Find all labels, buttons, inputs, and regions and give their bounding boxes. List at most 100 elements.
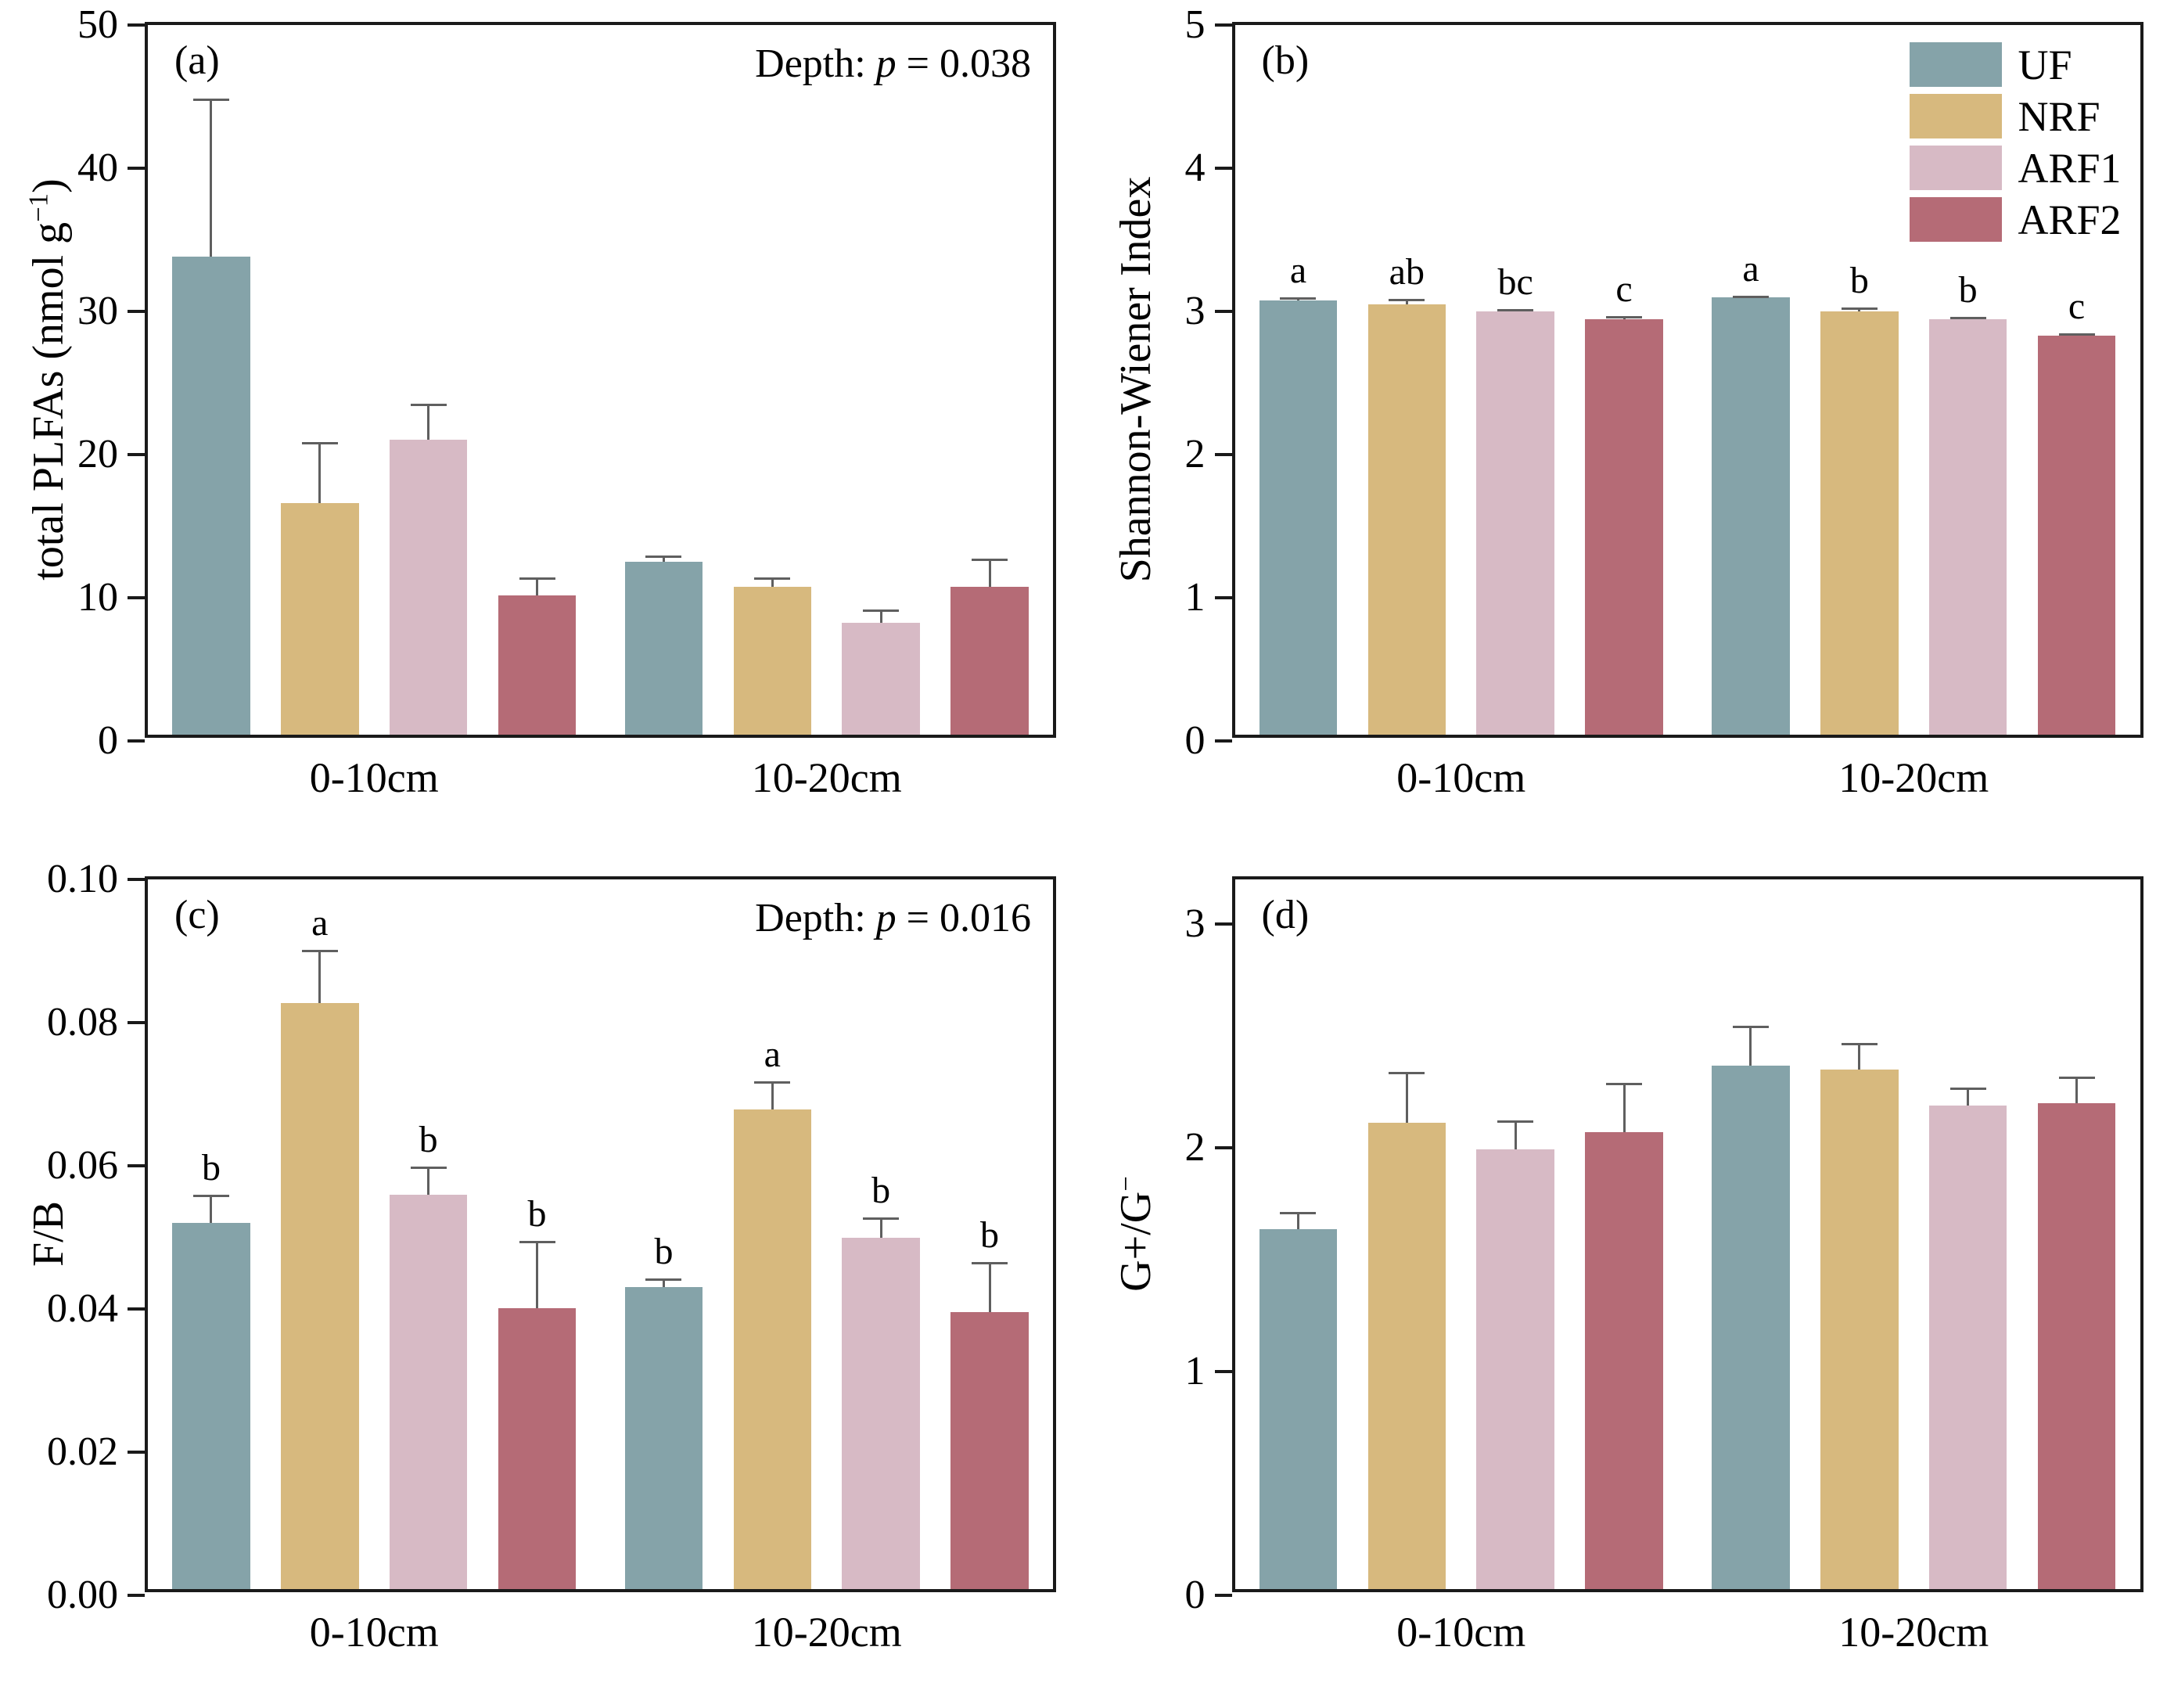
significance-letter: b xyxy=(1849,260,1869,301)
bar-ARF2-0-10cm xyxy=(1585,318,1663,735)
error-bar-ARF2-0-10cm xyxy=(536,1241,538,1309)
significance-letter: a xyxy=(1289,250,1307,292)
y-axis-label-a: total PLFAs (nmol g−1) xyxy=(23,178,73,581)
y-tick-label: 2 xyxy=(1184,1124,1206,1170)
error-bar-UF-10-20cm xyxy=(1749,1025,1752,1066)
y-tick-label: 0.06 xyxy=(47,1142,118,1188)
bar-ARF1-0-10cm xyxy=(389,439,468,735)
y-tick-label: 3 xyxy=(1184,901,1206,946)
bar-ARF2-10-20cm xyxy=(950,587,1029,735)
error-bar-cap xyxy=(1280,1211,1317,1214)
y-tick-label: 50 xyxy=(77,2,118,47)
y-tick-label: 10 xyxy=(77,575,118,620)
bar-NRF-0-10cm xyxy=(1367,304,1446,735)
significance-letter: b xyxy=(1958,268,1978,311)
error-bar-cap xyxy=(410,1166,447,1169)
y-tick-label: 0.08 xyxy=(47,999,118,1045)
legend-swatch-NRF xyxy=(1910,94,2003,138)
error-bar-cap xyxy=(1280,297,1317,300)
text-fragment: F/B xyxy=(24,1200,73,1267)
x-category-label: 0-10cm xyxy=(309,754,439,801)
error-bar-ARF2-10-20cm xyxy=(988,559,991,588)
error-bar-cap xyxy=(863,609,900,613)
legend-swatch-ARF1 xyxy=(1910,146,2003,190)
text-fragment: Depth: xyxy=(755,895,876,940)
y-tick xyxy=(1214,1145,1232,1149)
bar-UF-10-20cm xyxy=(1712,1065,1790,1589)
y-tick xyxy=(1214,310,1232,313)
panel-letter-d: (d) xyxy=(1261,892,1310,937)
error-bar-cap xyxy=(1497,1120,1534,1124)
y-tick xyxy=(128,23,145,27)
y-tick-label: 40 xyxy=(77,146,118,190)
error-bar-cap xyxy=(2058,333,2095,336)
bar-ARF1-10-20cm xyxy=(1928,318,2007,735)
legend-label-ARF1: ARF1 xyxy=(2018,144,2122,192)
bar-NRF-0-10cm xyxy=(281,503,359,735)
legend-item-NRF: NRF xyxy=(1910,94,2121,138)
bar-ARF2-10-20cm xyxy=(2037,1102,2116,1589)
y-tick-label: 0 xyxy=(1184,1572,1206,1617)
bar-ARF1-0-10cm xyxy=(389,1195,468,1589)
bar-ARF2-10-20cm xyxy=(950,1311,1029,1589)
legend-label-ARF2: ARF2 xyxy=(2018,196,2122,243)
y-tick-label: 20 xyxy=(77,432,118,476)
y-tick-label: 30 xyxy=(77,289,118,333)
bar-ARF2-0-10cm xyxy=(1585,1131,1663,1589)
significance-letter: bc xyxy=(1497,261,1533,303)
significance-letter: b xyxy=(201,1147,221,1189)
significance-letter: a xyxy=(311,902,329,944)
y-tick-label: 0.00 xyxy=(47,1572,118,1617)
y-tick-label: 0 xyxy=(98,718,118,763)
bar-ARF1-10-20cm xyxy=(842,1237,920,1589)
bar-UF-10-20cm xyxy=(1712,297,1790,735)
bar-ARF1-10-20cm xyxy=(842,622,920,735)
error-bar-cap xyxy=(1606,1083,1642,1086)
error-bar-cap xyxy=(192,1195,229,1198)
error-bar-ARF1-10-20cm xyxy=(879,1217,882,1238)
error-bar-NRF-0-10cm xyxy=(1405,1072,1408,1124)
significance-letter: c xyxy=(1615,268,1633,310)
panel-c: F/B 0.00 0.02 0.04 0.06 0.08 0.10 b a b b 0-10cm b a b… xyxy=(0,854,1087,1708)
text-fragment: total PLFAs (nmol g xyxy=(24,221,73,581)
text-fragment: G+/G xyxy=(1111,1191,1160,1292)
plot-area-a: 0 10 20 30 40 50 0-10cm 10-20cm (a) Depth: p = 0.… xyxy=(77,5,1056,799)
text-fragment: p xyxy=(875,895,897,940)
error-bar-cap xyxy=(410,404,447,407)
error-bar-ARF2-0-10cm xyxy=(1622,1083,1626,1132)
plot-area-c: 0.00 0.02 0.04 0.06 0.08 0.10 b a b b 0-10cm b a b b 10… xyxy=(47,858,1056,1653)
y-tick xyxy=(128,1020,145,1024)
error-bar-NRF-0-10cm xyxy=(1405,299,1408,305)
error-bar-cap xyxy=(972,559,1008,562)
depth-pvalue-annotation: Depth: p = 0.038 xyxy=(755,41,1031,87)
error-bar-cap xyxy=(1732,1025,1769,1028)
error-bar-NRF-0-10cm xyxy=(318,442,322,504)
text-fragment: = 0.016 xyxy=(896,895,1031,940)
y-tick xyxy=(128,1307,145,1311)
bar-ARF2-0-10cm xyxy=(498,1308,577,1589)
error-bar-cap xyxy=(301,950,338,953)
x-category-label: 10-20cm xyxy=(1838,1608,1989,1656)
bar-NRF-0-10cm xyxy=(281,1003,359,1589)
y-tick-label: 0 xyxy=(1184,718,1206,763)
error-bar-cap xyxy=(1606,315,1642,318)
legend-item-UF: UF xyxy=(1910,42,2121,87)
bar-UF-0-10cm xyxy=(1259,1229,1338,1589)
error-bar-NRF-0-10cm xyxy=(318,950,322,1004)
y-tick xyxy=(1214,453,1232,456)
bar-NRF-10-20cm xyxy=(733,587,812,735)
y-tick xyxy=(128,1593,145,1597)
text-fragment: = 0.038 xyxy=(896,41,1031,86)
text-fragment: p xyxy=(875,41,897,86)
legend-label-NRF: NRF xyxy=(2018,92,2100,140)
y-tick-label: 3 xyxy=(1184,289,1206,333)
error-bar-cap xyxy=(1949,1087,1986,1090)
bar-ARF1-0-10cm xyxy=(1476,1149,1554,1589)
text-fragment: Shannon-Wiener Index xyxy=(1111,176,1160,583)
y-tick-label: 1 xyxy=(1184,1348,1206,1393)
error-bar-ARF1-0-10cm xyxy=(427,1166,430,1196)
x-category-label: 10-20cm xyxy=(751,1608,902,1656)
bar-UF-0-10cm xyxy=(172,256,250,735)
significance-letter: b xyxy=(980,1214,999,1257)
error-bar-cap xyxy=(301,442,338,445)
